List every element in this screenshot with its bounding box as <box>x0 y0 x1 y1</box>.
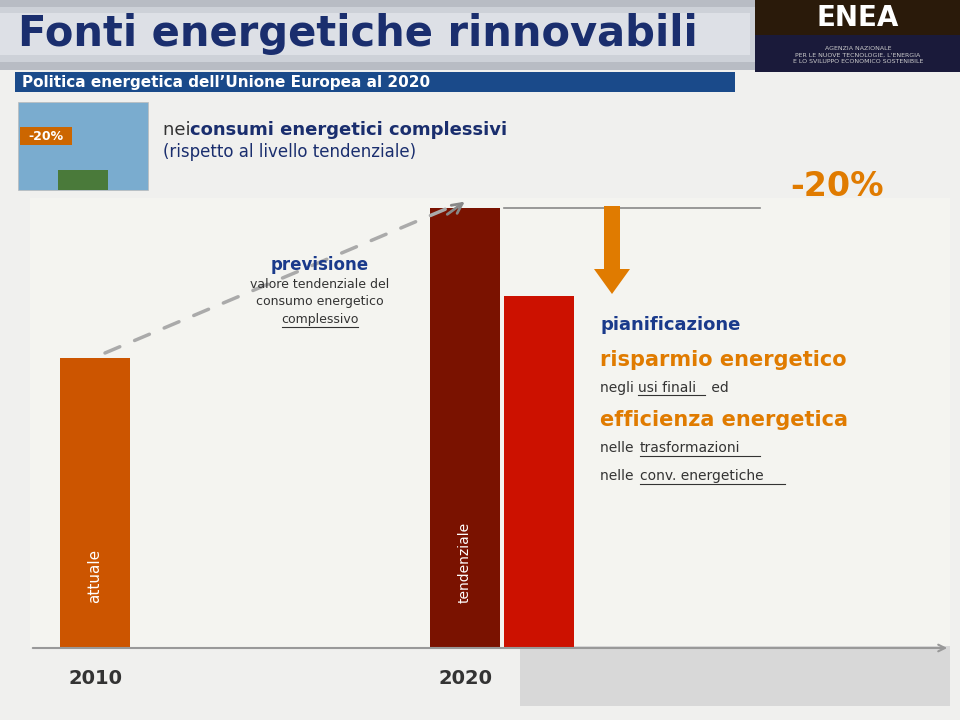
Text: 2010: 2010 <box>68 668 122 688</box>
Bar <box>755 0 960 35</box>
Text: valore tendenziale del: valore tendenziale del <box>251 279 390 292</box>
Bar <box>0 13 750 55</box>
Text: Politica energetica dell’Unione Europea al 2020: Politica energetica dell’Unione Europea … <box>22 74 430 89</box>
Bar <box>20 127 72 145</box>
Text: risparmio energetico: risparmio energetico <box>600 350 847 370</box>
Polygon shape <box>594 206 630 294</box>
Text: complessivo: complessivo <box>281 312 359 325</box>
Text: 2020: 2020 <box>438 668 492 688</box>
Text: conv. energetiche: conv. energetiche <box>640 469 763 483</box>
Bar <box>18 102 148 190</box>
Bar <box>0 7 960 62</box>
Bar <box>504 296 574 648</box>
Text: usi finali: usi finali <box>638 381 696 395</box>
Text: previsione: previsione <box>271 256 369 274</box>
Bar <box>58 170 108 190</box>
Bar <box>15 72 735 92</box>
Text: tendenziale: tendenziale <box>458 522 472 603</box>
Text: trasformazioni: trasformazioni <box>640 441 740 455</box>
Text: -20%: -20% <box>790 169 883 202</box>
Text: pianificazione: pianificazione <box>600 316 740 334</box>
Text: ENEA: ENEA <box>817 4 900 32</box>
Text: (rispetto al livello tendenziale): (rispetto al livello tendenziale) <box>163 143 416 161</box>
Text: ed: ed <box>707 381 729 395</box>
Text: -20%: -20% <box>29 130 63 143</box>
Bar <box>430 208 500 648</box>
Bar <box>60 358 130 648</box>
Text: nelle: nelle <box>600 441 637 455</box>
Text: consumi energetici complessivi: consumi energetici complessivi <box>190 121 507 139</box>
Bar <box>30 198 950 648</box>
Text: nei: nei <box>163 121 197 139</box>
Text: Fonti energetiche rinnovabili: Fonti energetiche rinnovabili <box>18 13 698 55</box>
Text: AGENZIA NAZIONALE
PER LE NUOVE TECNOLOGIE, L'ENERGIA
E LO SVILUPPO ECONOMICO SOS: AGENZIA NAZIONALE PER LE NUOVE TECNOLOGI… <box>793 46 924 64</box>
Bar <box>520 646 950 706</box>
Bar <box>755 0 960 72</box>
Text: attuale: attuale <box>87 549 103 603</box>
Text: efficienza energetica: efficienza energetica <box>600 410 848 430</box>
Text: consumo energetico: consumo energetico <box>256 295 384 308</box>
Text: nelle: nelle <box>600 469 637 483</box>
Text: negli: negli <box>600 381 638 395</box>
Bar <box>0 0 960 70</box>
